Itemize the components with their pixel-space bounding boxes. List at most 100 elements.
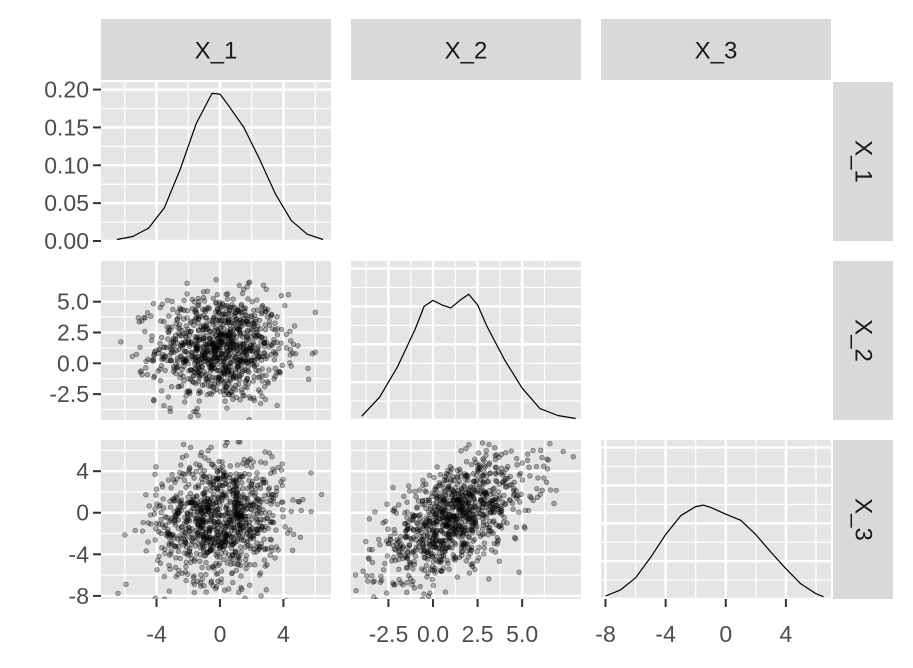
scatter-point [230, 341, 236, 347]
scatter-point [204, 351, 211, 358]
scatter-point [238, 332, 244, 338]
scatter-point [442, 492, 449, 498]
scatter-point [271, 357, 278, 363]
scatter-point [508, 448, 514, 454]
scatter-point [202, 489, 208, 495]
scatter-point [194, 517, 200, 523]
scatter-point [241, 456, 248, 463]
scatter-point [236, 323, 242, 329]
scatter-point [227, 498, 233, 504]
scatter-point [235, 512, 241, 518]
scatter-point [233, 533, 240, 539]
scatter-point [172, 479, 178, 486]
scatter-point [451, 526, 457, 532]
scatter-point [451, 489, 457, 496]
scatter-point [484, 501, 490, 507]
scatter-point [435, 506, 442, 512]
scatter-point [471, 504, 477, 511]
scatter-point [252, 490, 259, 497]
scatter-point [427, 538, 433, 544]
scatter-point [220, 537, 227, 544]
scatter-point [237, 521, 243, 528]
scatter-point [210, 361, 216, 368]
scatter-point [272, 373, 278, 380]
panel-X_2-vs-X_1 [101, 261, 331, 426]
scatter-point [418, 533, 424, 540]
scatter-point [152, 537, 158, 543]
scatter-point [282, 302, 288, 309]
scatter-point [233, 491, 240, 498]
scatter-point [289, 547, 296, 553]
scatter-point [485, 478, 492, 485]
scatter-point [516, 569, 522, 575]
scatter-point [455, 497, 461, 504]
scatter-point [283, 598, 288, 599]
scatter-point [258, 510, 264, 517]
scatter-point [223, 354, 230, 361]
scatter-point [208, 391, 215, 397]
scatter-point [462, 524, 468, 530]
scatter-point [200, 324, 207, 331]
scatter-point [212, 350, 219, 356]
scatter-point [190, 505, 196, 512]
scatter-point [177, 305, 183, 311]
scatter-point [268, 544, 275, 550]
scatter-point [201, 381, 208, 388]
scatter-point [229, 556, 235, 562]
scatter-point [250, 501, 256, 507]
scatter-point [157, 304, 163, 311]
scatter-point [202, 351, 208, 357]
scatter-point [196, 370, 202, 376]
scatter-point [438, 494, 444, 500]
scatter-point [429, 538, 436, 545]
scatter-point [246, 394, 253, 400]
scatter-point [251, 546, 257, 552]
scatter-point [283, 331, 289, 337]
scatter-point [482, 497, 488, 503]
scatter-point [382, 560, 388, 567]
scatter-point [457, 490, 464, 497]
scatter-point [185, 552, 191, 558]
scatter-point [442, 490, 448, 496]
scatter-point [237, 525, 244, 531]
scatter-point [227, 360, 233, 366]
scatter-point [216, 458, 222, 465]
scatter-point [424, 517, 430, 523]
scatter-point [209, 350, 215, 357]
scatter-point [243, 377, 250, 384]
scatter-point [201, 499, 207, 505]
scatter-point [236, 531, 242, 537]
scatter-point [221, 332, 228, 339]
scatter-point [464, 541, 471, 547]
scatter-point [221, 512, 227, 518]
scatter-point [245, 542, 251, 549]
scatter-point [371, 594, 377, 599]
scatter-point [197, 462, 203, 468]
scatter-point [223, 539, 229, 545]
scatter-point [449, 518, 455, 524]
scatter-point [252, 498, 259, 505]
scatter-point [229, 570, 236, 576]
scatter-point [403, 528, 409, 534]
scatter-point [442, 474, 448, 480]
scatter-point [205, 504, 211, 510]
scatter-point [265, 434, 270, 439]
scatter-point [516, 472, 522, 478]
scatter-point [331, 568, 336, 573]
scatter-point [218, 421, 223, 426]
scatter-point [168, 357, 175, 364]
scatter-point [399, 549, 405, 556]
scatter-point [268, 352, 274, 358]
scatter-point [267, 552, 273, 558]
scatter-point [463, 501, 469, 507]
scatter-point [194, 354, 201, 360]
scatter-point [200, 330, 206, 337]
scatter-point [452, 525, 458, 531]
scatter-point [225, 552, 232, 558]
scatter-point [378, 573, 384, 580]
scatter-point [465, 487, 471, 493]
scatter-point [221, 362, 227, 368]
scatter-point [427, 503, 434, 510]
scatter-point [212, 345, 218, 352]
scatter-point [205, 448, 211, 454]
